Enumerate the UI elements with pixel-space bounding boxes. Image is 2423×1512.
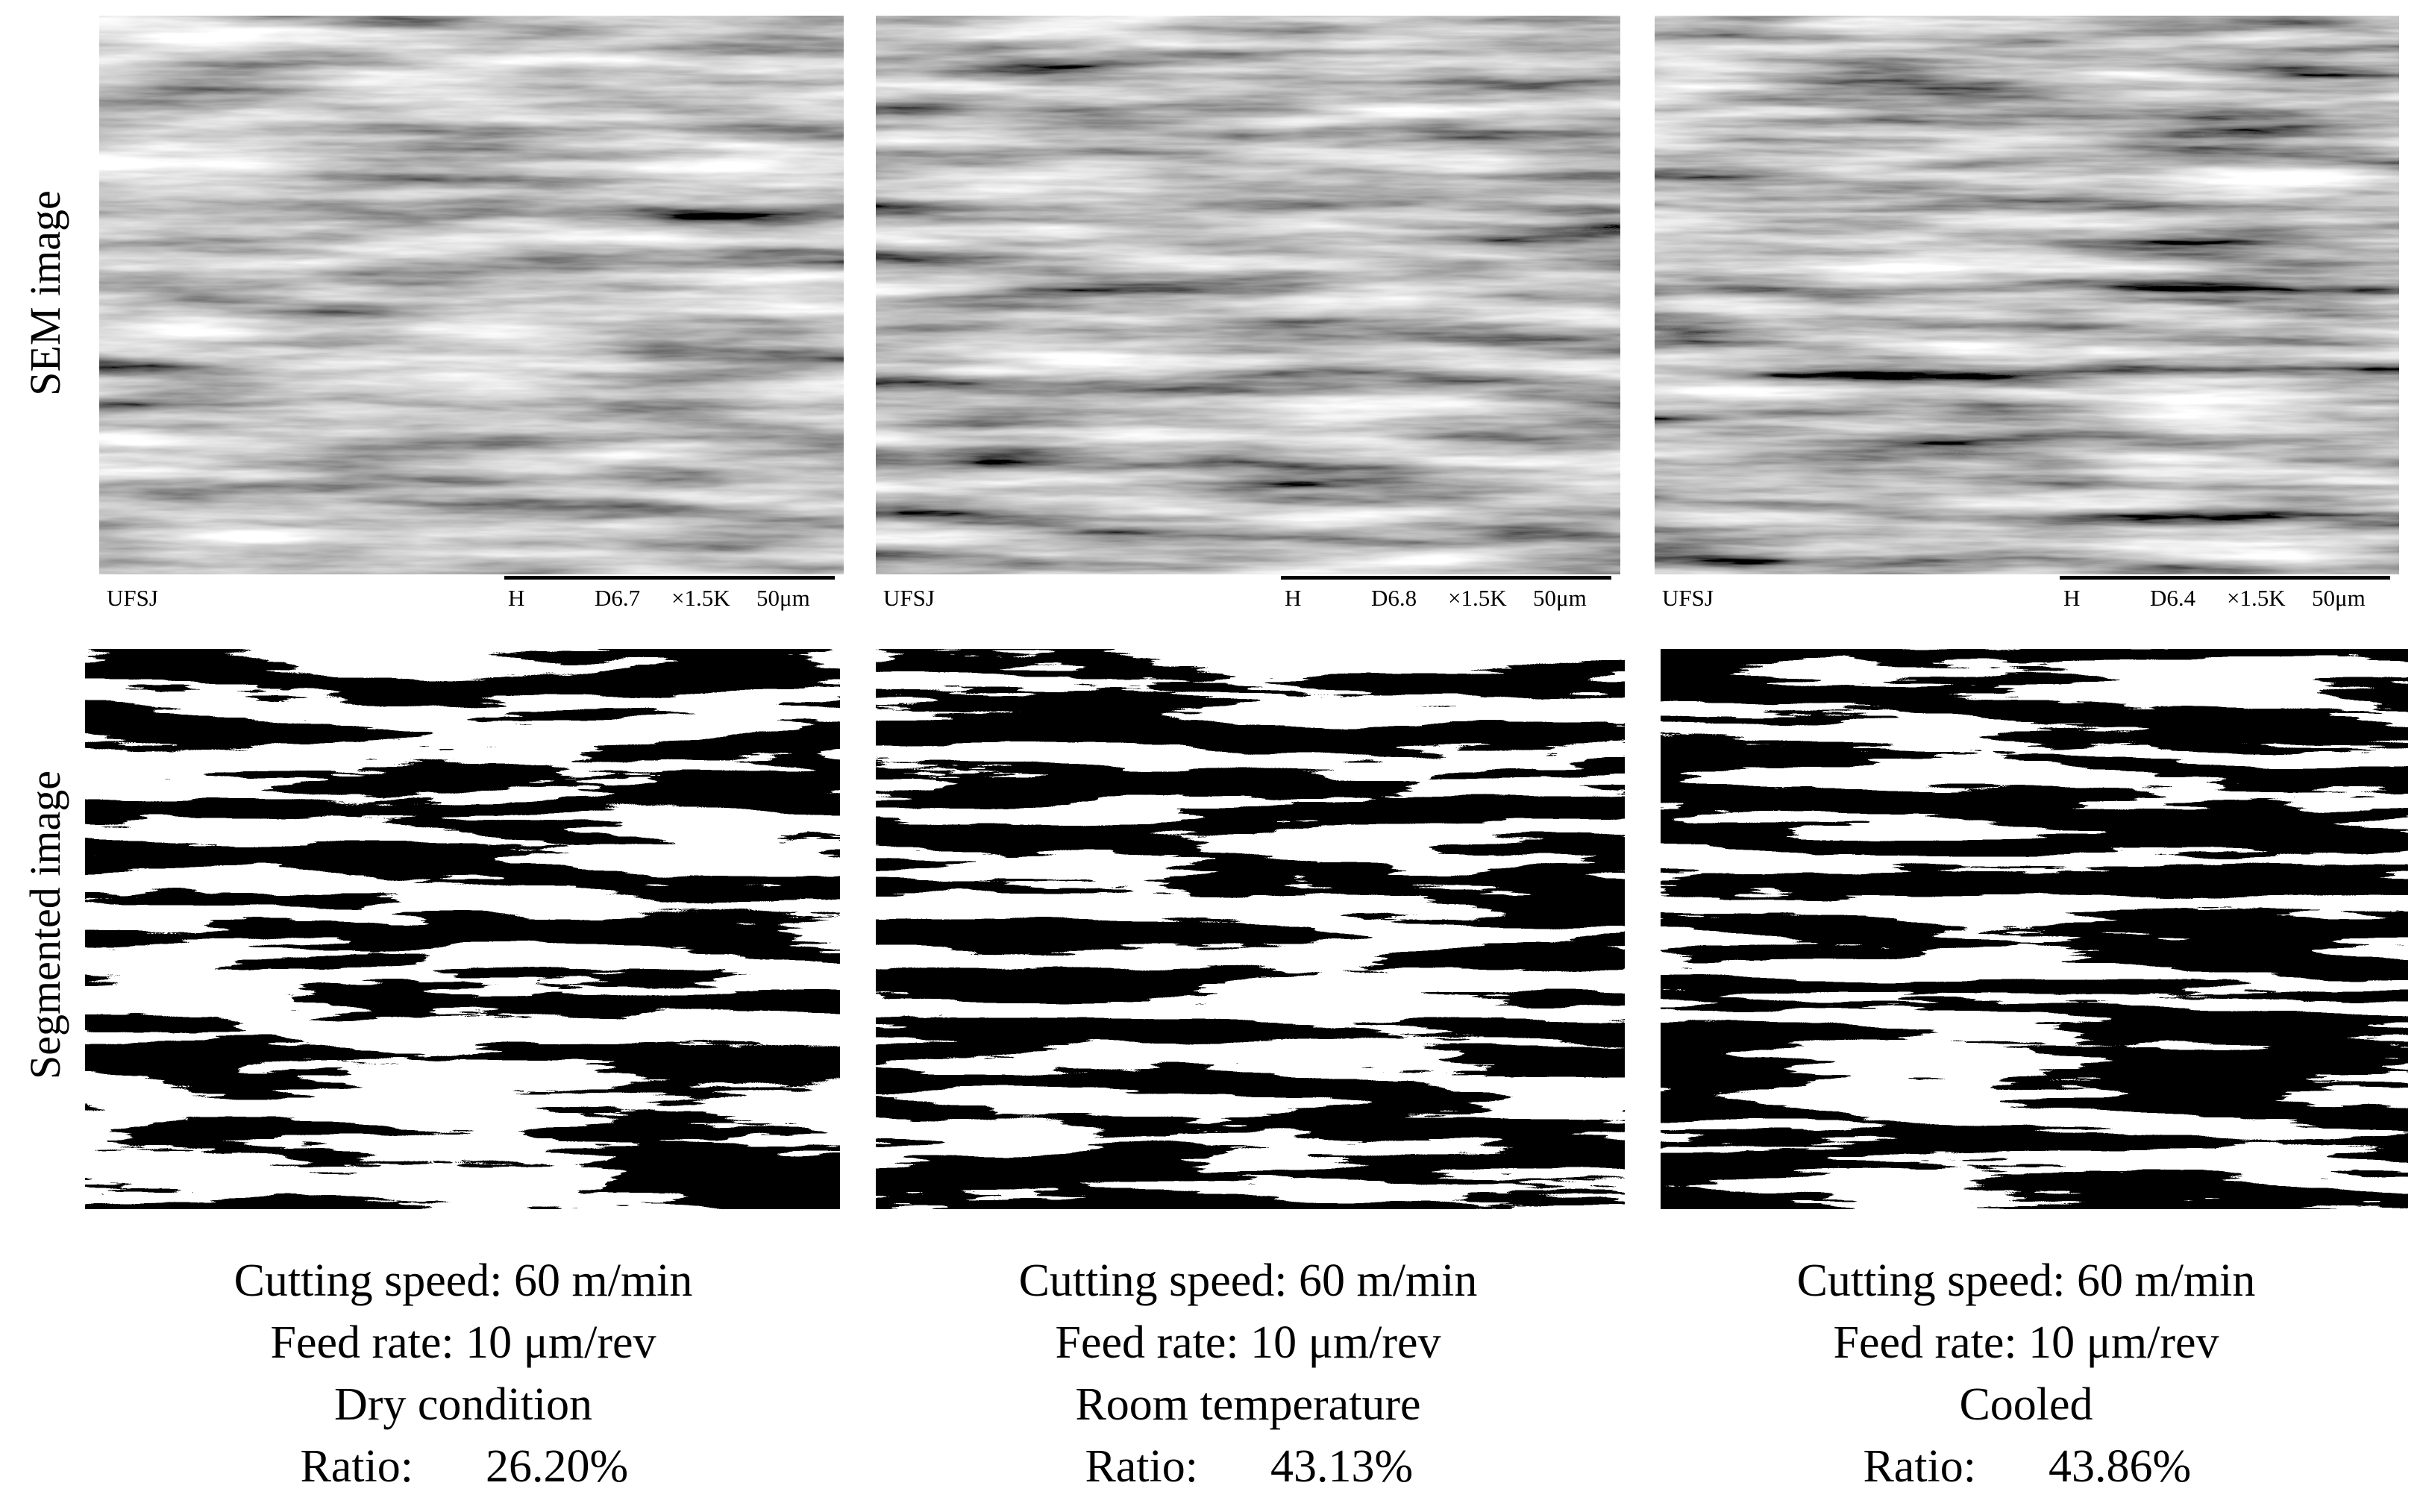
sem-image	[99, 16, 844, 574]
sem-mode: H	[508, 585, 524, 611]
caption-speed: Cutting speed: 60 m/min	[1797, 1255, 2256, 1306]
caption-feed: Feed rate: 10 μm/rev	[1833, 1317, 2219, 1368]
caption-ratio-label: Ratio:	[1863, 1441, 1976, 1492]
caption-condition: Dry condition	[334, 1379, 592, 1430]
sem-magnification: ×1.5K	[671, 585, 730, 611]
caption-speed: Cutting speed: 60 m/min	[234, 1255, 693, 1306]
segmented-image	[876, 649, 1625, 1209]
caption-speed: Cutting speed: 60 m/min	[1019, 1255, 1478, 1306]
sem-magnification: ×1.5K	[2227, 585, 2286, 611]
scale-bar	[504, 576, 835, 580]
caption-feed: Feed rate: 10 μm/rev	[1055, 1317, 1441, 1368]
sem-scale: 50μm	[2312, 585, 2366, 611]
sem-lab: UFSJ	[883, 585, 935, 611]
sem-magnification: ×1.5K	[1448, 585, 1507, 611]
sem-mode: H	[2063, 585, 2080, 611]
caption-ratio-label: Ratio:	[300, 1441, 413, 1492]
sem-distance: D6.4	[2150, 585, 2196, 611]
caption-condition: Cooled	[1959, 1379, 2093, 1430]
sem-scale: 50μm	[1533, 585, 1587, 611]
caption-ratio: 43.86%	[2049, 1441, 2191, 1492]
caption-ratio-label: Ratio:	[1085, 1441, 1198, 1492]
scale-bar	[1281, 576, 1611, 580]
sem-lab: UFSJ	[1662, 585, 1714, 611]
caption-ratio: 43.13%	[1270, 1441, 1413, 1492]
sem-scale: 50μm	[756, 585, 810, 611]
sem-image	[1655, 16, 2399, 574]
sem-distance: D6.8	[1371, 585, 1417, 611]
caption-ratio: 26.20%	[486, 1441, 628, 1492]
row-label: SEM image	[21, 190, 69, 395]
caption-feed: Feed rate: 10 μm/rev	[270, 1317, 656, 1368]
sem-lab: UFSJ	[107, 585, 158, 611]
segmented-image	[1661, 649, 2408, 1209]
sem-image	[876, 16, 1620, 574]
sem-mode: H	[1285, 585, 1301, 611]
caption-condition: Room temperature	[1075, 1379, 1420, 1430]
row-label: Segmented image	[21, 771, 69, 1079]
segmented-image	[85, 649, 840, 1209]
sem-distance: D6.7	[595, 585, 640, 611]
scale-bar	[2060, 576, 2390, 580]
